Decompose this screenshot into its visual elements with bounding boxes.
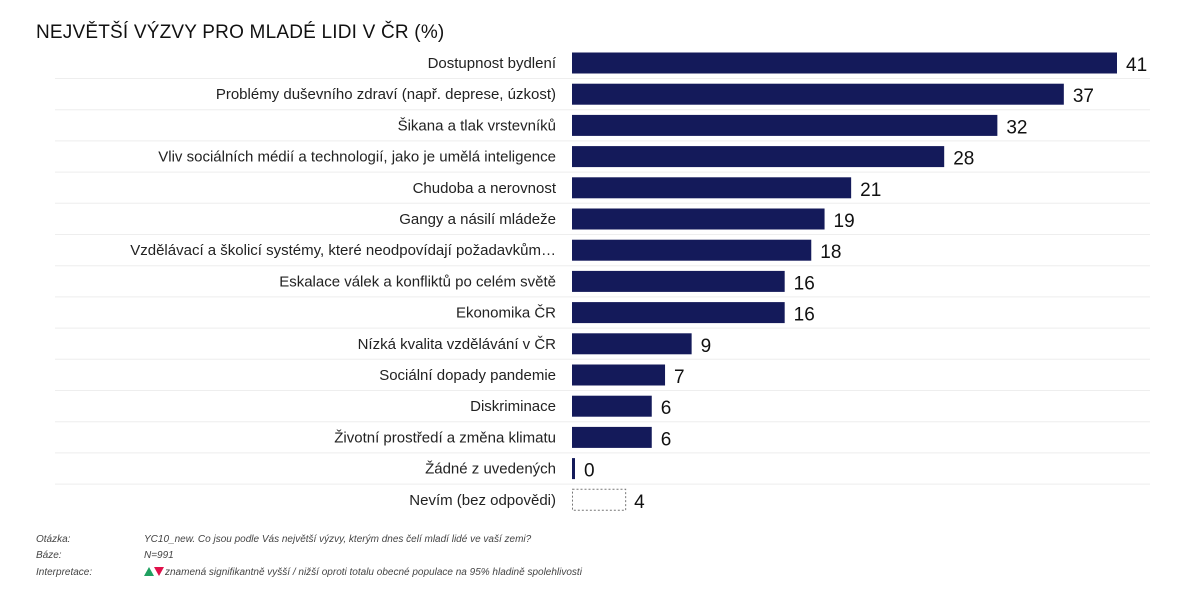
bar: [572, 426, 652, 448]
down-triangle-icon: [154, 567, 164, 576]
category-label: Sociální dopady pandemie: [379, 367, 556, 384]
bar: [572, 177, 852, 199]
category-label: Vliv sociálních médií a technologií, jak…: [158, 149, 556, 166]
bar: [572, 364, 666, 386]
value-label: 19: [834, 211, 855, 232]
bar: [572, 208, 825, 230]
base-text: N=991: [144, 550, 174, 561]
value-label: 9: [701, 336, 712, 357]
value-label: 18: [820, 242, 841, 263]
category-label: Diskriminace: [470, 398, 556, 415]
category-label: Ekonomika ČR: [456, 305, 556, 322]
category-label: Nízká kvalita vzdělávání v ČR: [358, 336, 557, 353]
question-label: Otázka:: [36, 534, 71, 545]
category-label: Dostupnost bydlení: [428, 55, 557, 72]
category-label: Šikana a tlak vrstevníků: [398, 117, 556, 134]
value-label: 28: [953, 149, 974, 170]
bar: [572, 488, 627, 511]
category-label: Nevím (bez odpovědi): [409, 492, 556, 509]
value-label: 0: [584, 461, 595, 482]
value-label: 37: [1073, 86, 1094, 107]
value-label: 6: [661, 429, 672, 450]
value-label: 16: [794, 305, 815, 326]
category-label: Životní prostředí a změna klimatu: [334, 429, 556, 446]
category-label: Vzdělávací a školicí systémy, které neod…: [130, 242, 556, 259]
value-label: 32: [1006, 117, 1027, 138]
bar-chart: Dostupnost bydlení 41 Problémy duševního z…: [55, 52, 1150, 513]
interp-label: Interpretace:: [36, 567, 93, 578]
bar: [572, 114, 998, 136]
category-label: Problémy duševního zdraví (např. deprese…: [216, 86, 556, 103]
category-label: Chudoba a nerovnost: [413, 180, 557, 197]
bar: [572, 270, 785, 292]
interp-row: znamená signifikantně vyšší / nižší opro…: [144, 567, 582, 578]
bar: [572, 458, 575, 480]
bar: [572, 239, 812, 261]
value-label: 21: [860, 180, 881, 201]
interp-text: znamená signifikantně vyšší / nižší opro…: [165, 567, 582, 578]
category-label: Gangy a násilí mládeže: [399, 211, 556, 228]
value-label: 4: [634, 492, 645, 513]
question-text: YC10_new. Co jsou podle Vás největší výz…: [144, 534, 532, 545]
category-label: Žádné z uvedených: [425, 461, 556, 478]
up-triangle-icon: [144, 567, 154, 576]
bar: [572, 302, 785, 324]
value-label: 41: [1126, 55, 1147, 76]
bar: [572, 52, 1117, 74]
chart-title: NEJVĚTŠÍ VÝZVY PRO MLADÉ LIDI V ČR (%): [36, 22, 445, 43]
value-label: 7: [674, 367, 685, 388]
base-label: Báze:: [36, 550, 62, 561]
bar: [572, 395, 652, 417]
value-label: 16: [794, 273, 815, 294]
bar: [572, 83, 1064, 105]
value-label: 6: [661, 398, 672, 419]
category-label: Eskalace válek a konfliktů po celém svět…: [279, 273, 556, 290]
bar: [572, 146, 945, 168]
bar: [572, 333, 692, 355]
